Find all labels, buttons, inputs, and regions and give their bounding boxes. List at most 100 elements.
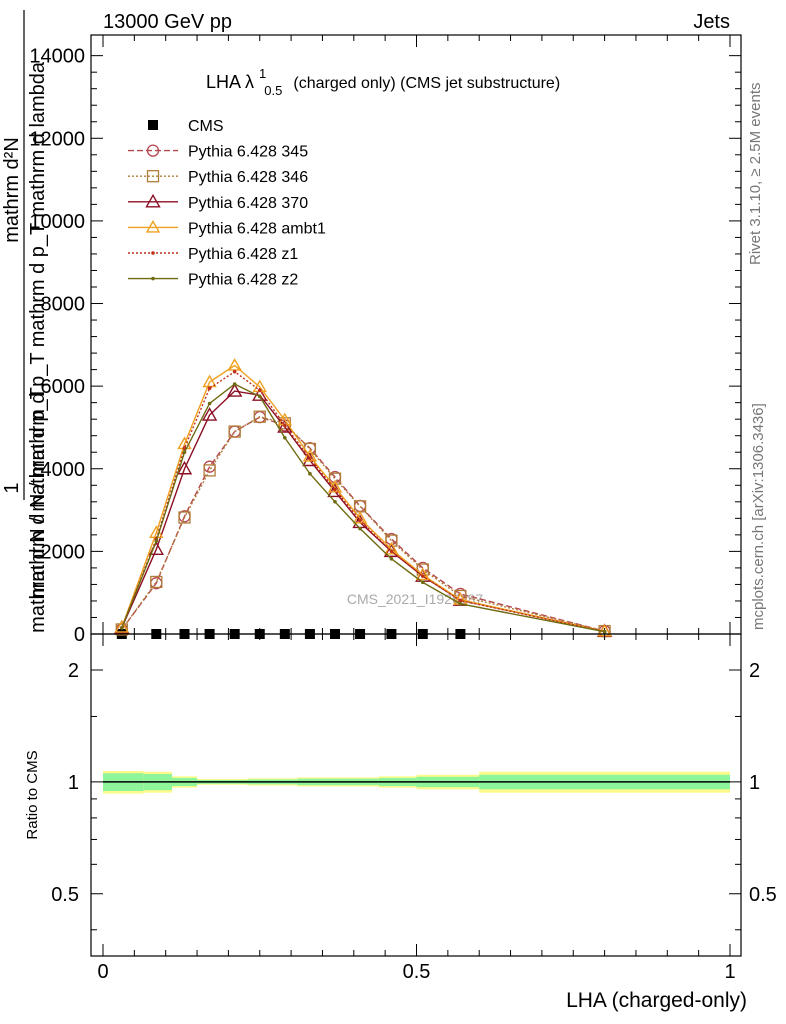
x-axis-label: LHA (charged-only): [566, 989, 747, 1012]
legend-marker: [145, 219, 161, 233]
main-y-tick-label: 8000: [41, 294, 86, 316]
ratio-y-tick-label: 0.5: [51, 884, 79, 906]
y-label-prefix-one: 1: [1, 482, 23, 493]
data-point: [203, 464, 216, 477]
legend-entry: Pythia 6.428 z1: [128, 246, 298, 263]
data-point: [228, 425, 241, 438]
data-point: [178, 511, 191, 524]
data-point: [358, 518, 362, 523]
data-point: [150, 575, 163, 589]
data-point: [114, 619, 130, 633]
legend-marker: [151, 251, 155, 255]
main-y-tick-label: 4000: [41, 459, 86, 481]
legend-label: Pythia 6.428 370: [188, 195, 308, 212]
legend: CMS Pythia 6.428 345 Pythia 6.428 346 Pythi…: [128, 118, 326, 289]
y-label-denominator: mathrm d N / mathrm d p_T mathrm d p_T m…: [27, 61, 49, 598]
ratio-panel: 0.5 0.5 1 1 2 2 0 0.5 1 Ratio to CMS LHA (charg…: [24, 633, 777, 1012]
data-point: [201, 407, 218, 421]
legend-entry: Pythia 6.428 z2: [128, 272, 298, 289]
y-label-bottom-denominator: mathrm d N / mathrm d p_T: [27, 387, 49, 633]
data-point: [176, 460, 193, 475]
ratio-y-label: Ratio to CMS: [24, 750, 41, 839]
data-point: [383, 543, 400, 558]
data-point: [420, 580, 425, 585]
data-point: [283, 423, 287, 428]
plot-title-rest: (charged only) (CMS jet substructure): [293, 75, 560, 92]
main-y-tick-label: 12000: [29, 128, 85, 150]
legend-label: Pythia 6.428 ambt1: [188, 220, 326, 237]
data-point: [232, 382, 237, 386]
y-label-numerator: mathrm d²N: [1, 137, 23, 243]
data-point: [458, 602, 463, 606]
series-line: [121, 383, 605, 633]
ratio-y-tick-label: 2: [68, 660, 79, 682]
legend-entry: Pythia 6.428 345: [128, 144, 308, 161]
ratio-x-axis: 0 0.5 1: [97, 634, 736, 983]
ratio-y-tick-label-right: 1: [749, 772, 760, 794]
ratio-y-tick-label-right: 2: [749, 660, 760, 682]
plot-title-subscript: 0.5: [264, 83, 282, 98]
series-line: [121, 416, 605, 632]
ratio-y-tick-label-right: 0.5: [749, 884, 777, 906]
data-point: [257, 394, 262, 399]
ratio-x-tick-label: 0: [97, 961, 108, 983]
ratio-x-tick-label: 0.5: [403, 961, 431, 983]
plot-title-superscript: 1: [259, 66, 266, 81]
data-point: [120, 626, 124, 630]
legend-marker: [148, 120, 158, 130]
legend-label: Pythia 6.428 z1: [188, 246, 298, 263]
data-point: [154, 539, 159, 543]
legend-entry: Pythia 6.428 346: [128, 169, 308, 186]
header-energy-label: 13000 GeV pp: [103, 11, 232, 33]
data-point: [226, 383, 243, 397]
data-point: [358, 526, 362, 531]
data-point: [207, 401, 212, 406]
legend-marker: [145, 193, 161, 208]
watermark: CMS_2021_I1920187: [347, 591, 483, 607]
data-point: [257, 388, 262, 393]
series-line: [121, 390, 605, 632]
series-line: [121, 370, 605, 633]
data-point: [283, 435, 287, 440]
legend-marker: [146, 144, 160, 157]
legend-entry: CMS: [148, 118, 224, 135]
plot-title-main: LHA λ: [206, 72, 254, 92]
data-point: [389, 557, 394, 561]
header-process-label: Jets: [693, 11, 730, 33]
mcplots-reference-label: mcplots.cern.ch [arXiv:1306.3436]: [750, 403, 767, 630]
legend-label: Pythia 6.428 345: [188, 144, 308, 161]
legend-label: Pythia 6.428 346: [188, 169, 308, 186]
ratio-frame: [90, 633, 742, 957]
plot-title: LHA λ 1 0.5 (charged only) (CMS jet subs…: [206, 62, 560, 99]
data-point: [458, 598, 463, 603]
main-y-axis: 0 2000 4000 6000 8000 10000 12000 14000: [29, 46, 741, 646]
series-6: [120, 382, 607, 634]
ratio-y-axis: 0.5 0.5 1 1 2 2: [51, 660, 777, 931]
ratio-y-tick-label: 1: [68, 772, 79, 794]
rivet-version-label: Rivet 3.1.10, ≥ 2.5M events: [747, 83, 764, 266]
main-y-tick-label: 0: [74, 624, 85, 646]
data-point: [253, 410, 266, 423]
legend-label: CMS: [188, 118, 224, 135]
legend-marker: [151, 276, 155, 281]
data-point: [602, 629, 607, 634]
main-x-ticks: [102, 35, 731, 634]
main-y-tick-label: 10000: [29, 211, 85, 233]
legend-entry: Pythia 6.428 370: [128, 193, 308, 212]
data-point: [308, 471, 312, 476]
data-point: [420, 574, 425, 578]
legend-label: Pythia 6.428 z2: [188, 272, 298, 289]
legend-entry: Pythia 6.428 ambt1: [128, 219, 326, 237]
data-point: [232, 369, 237, 374]
series-5: [120, 369, 607, 634]
data-point: [277, 419, 293, 433]
series-line: [121, 364, 605, 632]
data-point: [308, 456, 312, 461]
data-point: [333, 500, 337, 504]
data-point: [333, 487, 337, 492]
data-point: [115, 623, 128, 636]
main-y-tick-label: 2000: [41, 541, 86, 563]
data-point: [182, 450, 187, 455]
data-point: [207, 386, 212, 391]
